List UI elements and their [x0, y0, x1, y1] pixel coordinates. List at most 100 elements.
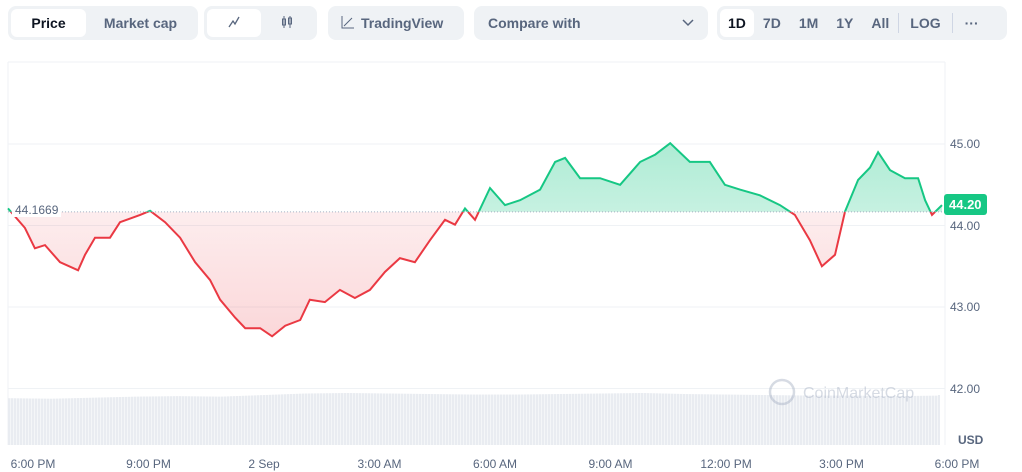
volume-bar — [236, 396, 239, 445]
volume-bar — [167, 396, 170, 445]
volume-bar — [215, 396, 218, 445]
volume-bar — [20, 398, 23, 445]
volume-bar — [839, 395, 842, 445]
volume-bar — [308, 393, 311, 445]
volume-bar — [98, 397, 101, 445]
volume-bar — [581, 393, 584, 445]
volume-bar — [497, 394, 500, 445]
volume-bar — [887, 396, 890, 445]
volume-bar — [188, 396, 191, 445]
volume-bar — [17, 398, 20, 445]
volume-bar — [632, 393, 635, 445]
volume-bar — [293, 393, 296, 445]
volume-bar — [29, 398, 32, 445]
chevron-down-icon — [682, 14, 694, 32]
volume-bar — [782, 395, 785, 445]
range-7d[interactable]: 7D — [762, 15, 781, 31]
volume-bar — [872, 395, 875, 445]
range-1m[interactable]: 1M — [798, 15, 819, 31]
volume-bar — [383, 393, 386, 445]
volume-bar — [152, 396, 155, 445]
volume-bar — [305, 393, 308, 445]
volume-bar — [761, 394, 764, 445]
volume-bar — [314, 393, 317, 445]
more-options-button[interactable]: ··· — [964, 15, 979, 31]
volume-bar — [479, 394, 482, 445]
volume-bar — [146, 396, 149, 445]
volume-bar — [320, 393, 323, 445]
volume-bar — [608, 393, 611, 445]
x-tick-label: 3:00 PM — [819, 457, 864, 471]
range-1y[interactable]: 1Y — [836, 15, 854, 31]
volume-bar — [41, 398, 44, 445]
volume-bar — [758, 394, 761, 445]
volume-bar — [182, 396, 185, 445]
volume-bar — [269, 394, 272, 445]
chart-type-tabs: Price Market cap — [8, 6, 198, 40]
volume-bar — [110, 397, 113, 445]
compare-with-select[interactable]: Compare with — [474, 6, 708, 40]
volume-bar — [404, 393, 407, 445]
volume-bar — [740, 394, 743, 445]
volume-bar — [173, 396, 176, 445]
volume-bar — [767, 395, 770, 445]
volume-bar — [791, 395, 794, 445]
volume-bar — [137, 396, 140, 445]
volume-bar — [569, 393, 572, 445]
range-1d[interactable]: 1D — [720, 9, 754, 37]
tab-price[interactable]: Price — [11, 9, 86, 37]
volume-bar — [665, 393, 668, 445]
volume-bar — [776, 395, 779, 445]
volume-bar — [164, 396, 167, 445]
volume-bar — [56, 398, 59, 445]
volume-bar — [446, 394, 449, 445]
volume-bar — [281, 394, 284, 445]
volume-bar — [449, 394, 452, 445]
volume-bar — [683, 394, 686, 445]
volume-bar — [323, 393, 326, 445]
volume-bar — [425, 393, 428, 445]
volume-bar — [44, 398, 47, 445]
volume-bar — [317, 393, 320, 445]
volume-bar — [62, 398, 65, 445]
volume-bar — [410, 393, 413, 445]
volume-bar — [527, 394, 530, 445]
volume-bar — [860, 395, 863, 445]
x-tick-label: 9:00 AM — [588, 457, 633, 471]
volume-bar — [500, 394, 503, 445]
log-scale-toggle[interactable]: LOG — [910, 15, 941, 31]
volume-bar — [578, 393, 581, 445]
tab-market-cap[interactable]: Market cap — [103, 15, 178, 31]
volume-bar — [233, 396, 236, 445]
volume-bar — [866, 395, 869, 445]
volume-bar — [929, 395, 932, 445]
volume-bar — [923, 395, 926, 445]
volume-bar — [698, 394, 701, 445]
volume-bar — [242, 395, 245, 445]
volume-bar — [224, 396, 227, 445]
volume-bar — [659, 393, 662, 445]
volume-bar — [134, 396, 137, 445]
volume-bar — [329, 393, 332, 445]
volume-bar — [191, 396, 194, 445]
volume-bar — [113, 397, 116, 445]
volume-bar — [338, 393, 341, 445]
volume-bar — [302, 393, 305, 445]
candlestick-chart-button[interactable] — [261, 9, 315, 37]
volume-bar — [392, 393, 395, 445]
volume-bar — [815, 395, 818, 445]
volume-bar — [575, 393, 578, 445]
volume-bar — [296, 393, 299, 445]
range-all[interactable]: All — [871, 15, 890, 31]
tradingview-button[interactable]: TradingView — [328, 6, 464, 40]
line-chart-button[interactable] — [207, 9, 261, 37]
volume-bar — [71, 398, 74, 445]
volume-bar — [794, 395, 797, 445]
price-line-down — [9, 211, 937, 338]
volume-bar — [629, 393, 632, 445]
volume-bar — [38, 398, 41, 445]
volume-bar — [431, 394, 434, 445]
volume-bar — [290, 394, 293, 445]
volume-bar — [809, 395, 812, 445]
